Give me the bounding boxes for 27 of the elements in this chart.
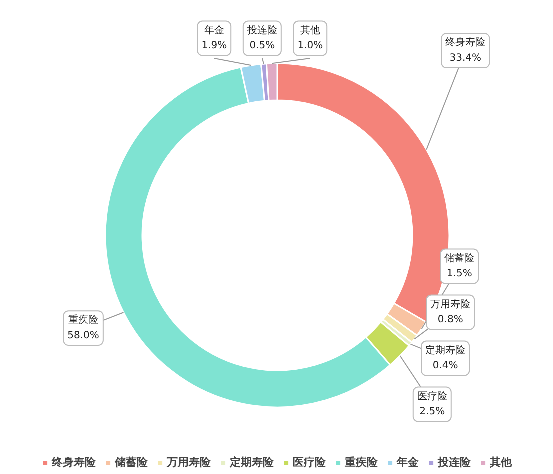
slice-label: 定期寿险 [426, 344, 466, 356]
legend-label: 重疾险 [345, 455, 378, 470]
data-label: 0.5% [250, 40, 276, 52]
slice-label: 年金 [204, 24, 224, 36]
slice-label: 其他 [300, 24, 320, 36]
legend-label: 年金 [397, 455, 419, 470]
data-label: 0.8% [438, 314, 464, 326]
legend-label: 定期寿险 [230, 455, 274, 470]
data-label: 2.5% [420, 406, 446, 418]
slice-label: 万用寿险 [430, 298, 471, 310]
data-label: 1.0% [298, 40, 324, 52]
slice-label: 储蓄险 [444, 252, 475, 264]
legend-label: 其他 [490, 455, 512, 470]
legend-label: 储蓄险 [115, 455, 148, 470]
legend-label: 万用寿险 [167, 455, 211, 470]
slice-label: 医疗险 [417, 390, 448, 402]
data-label: 33.4% [450, 53, 482, 64]
slice-label: 终身寿险 [446, 36, 486, 49]
data-label: 58.0% [68, 330, 100, 342]
data-label: 0.4% [432, 360, 458, 372]
legend-label: 终身寿险 [52, 455, 96, 470]
data-label: 1.9% [202, 40, 228, 52]
legend-label: 投连险 [438, 455, 471, 470]
legend-label: 医疗险 [293, 455, 326, 470]
slice-label: 重疾险 [68, 314, 99, 326]
data-label: 1.5% [446, 268, 472, 280]
slice-label: 投连险 [246, 24, 278, 36]
